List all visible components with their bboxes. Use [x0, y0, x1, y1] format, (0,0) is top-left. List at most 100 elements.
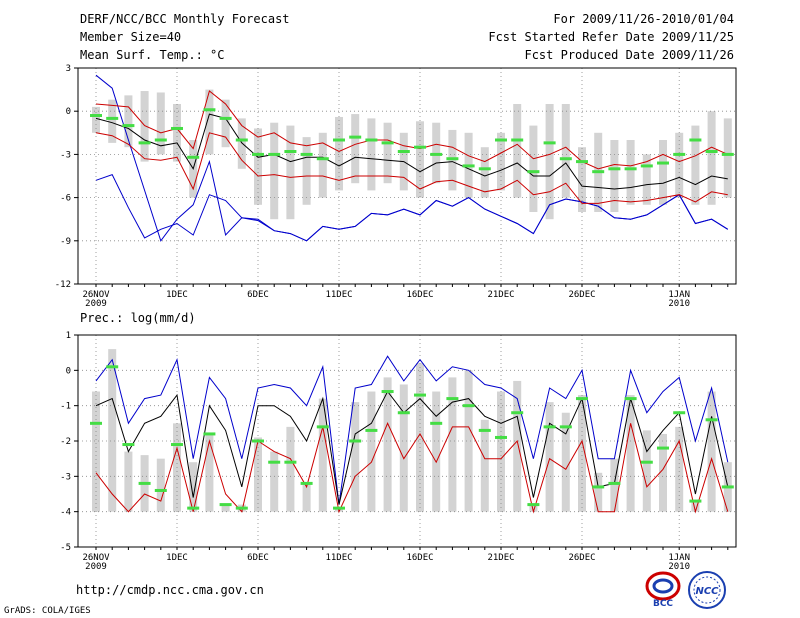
spread-bar [594, 472, 603, 512]
mean-line [95, 113, 728, 190]
lower-std-line [95, 132, 728, 204]
y-tick-label: 0 [66, 107, 71, 117]
forecast-marker [657, 161, 669, 165]
forecast-marker [689, 499, 702, 503]
spread-bar [189, 462, 198, 512]
forecast-marker [705, 150, 718, 154]
x-tick-label: 26DEC [568, 553, 595, 563]
spread-bar [561, 104, 570, 198]
x-tick-label: 11DEC [325, 290, 352, 300]
x-tick-year-label: 2010 [668, 299, 690, 309]
y-tick-label: -1 [60, 402, 71, 412]
forecast-marker [154, 138, 167, 142]
forecast-marker [414, 393, 426, 397]
x-tick-label: 1DEC [166, 553, 188, 563]
chart-title: DERF/NCC/BCC Monthly Forecast [80, 12, 290, 26]
y-tick-label: -6 [60, 194, 71, 204]
spread-bar [92, 106, 100, 133]
spread-bar [205, 89, 214, 155]
forecast-marker [576, 160, 588, 164]
spread-bar [318, 132, 327, 198]
x-tick-label: 26NOV [82, 553, 110, 563]
forecast-marker [333, 138, 345, 142]
spread-bar [464, 370, 473, 512]
forecast-marker [462, 164, 475, 168]
x-tick-label: 21DEC [487, 290, 514, 300]
x-tick-label: 21DEC [487, 553, 514, 563]
forecast-marker [122, 124, 135, 128]
spread-bar [237, 118, 246, 169]
y-tick-label: 1 [66, 331, 71, 341]
forecast-marker [138, 141, 151, 145]
spread-bar [610, 458, 619, 512]
x-tick-label: 1DEC [166, 290, 188, 300]
spread-bar [707, 391, 716, 512]
spread-bar [416, 363, 424, 512]
spread-bar [156, 458, 165, 512]
forecast-marker [106, 365, 119, 369]
plot-frame [77, 67, 737, 285]
x-tick-label: 16DEC [406, 290, 433, 300]
forecast-marker [673, 411, 686, 415]
spread-bar [691, 125, 700, 205]
forecast-marker [608, 167, 621, 171]
forecast-marker [478, 167, 491, 171]
spread-bar [335, 116, 343, 191]
spread-bar [659, 140, 667, 205]
forecast-marker [138, 481, 151, 485]
spread-bar [221, 504, 230, 512]
spread-bar [286, 125, 295, 220]
forecast-marker [171, 126, 183, 130]
forecast-marker [527, 170, 540, 174]
forecast-marker [235, 506, 248, 510]
spread-bar [659, 433, 667, 512]
forecast-marker [640, 460, 653, 464]
spread-bar [561, 412, 570, 512]
spread-bar [529, 125, 538, 212]
spread-bar [108, 99, 117, 143]
forecast-marker [154, 488, 167, 492]
spread-bar [367, 391, 376, 512]
forecast-marker [624, 167, 637, 171]
x-tick-label: 6DEC [247, 553, 269, 563]
forecast-marker [365, 428, 378, 432]
spread-bar [416, 121, 424, 198]
spread-bar [578, 147, 586, 212]
forecast-marker [462, 404, 475, 408]
forecast-marker [689, 138, 702, 142]
spread-bar [108, 349, 117, 512]
x-tick-label: 11DEC [325, 553, 352, 563]
website-url: http://cmdp.ncc.cma.gov.cn [76, 583, 264, 597]
forecast-marker [268, 460, 281, 464]
y-tick-label: 0 [66, 366, 71, 376]
forecast-marker [397, 150, 410, 154]
precip-panel-label: Prec.: log(mm/d) [80, 311, 196, 325]
forecast-marker [219, 503, 232, 507]
forecast-marker [511, 138, 524, 142]
forecast-marker [495, 138, 507, 142]
y-tick-label: -9 [60, 237, 71, 247]
spread-bar [578, 395, 586, 512]
spread-bar [367, 118, 376, 191]
forecast-marker [381, 141, 394, 145]
forecast-marker [543, 141, 556, 145]
spread-bar [383, 377, 392, 512]
spread-bar [480, 419, 489, 512]
forecast-marker [300, 481, 313, 485]
forecast-marker [414, 145, 426, 149]
forecast-marker [511, 411, 524, 415]
forecast-marker [624, 397, 637, 401]
spread-bar [221, 99, 230, 148]
spread-bar [124, 95, 133, 148]
forecast-marker [333, 506, 345, 510]
fcst-produced: Fcst Produced Date 2009/11/26 [524, 48, 734, 62]
spread-bar [351, 402, 360, 512]
forecast-marker [559, 425, 572, 429]
ncc-logo: NCC [688, 571, 726, 609]
forecast-marker [187, 506, 200, 510]
spread-bar [610, 140, 619, 212]
forecast-marker [106, 116, 119, 120]
x-tick-year-label: 2009 [85, 562, 107, 572]
